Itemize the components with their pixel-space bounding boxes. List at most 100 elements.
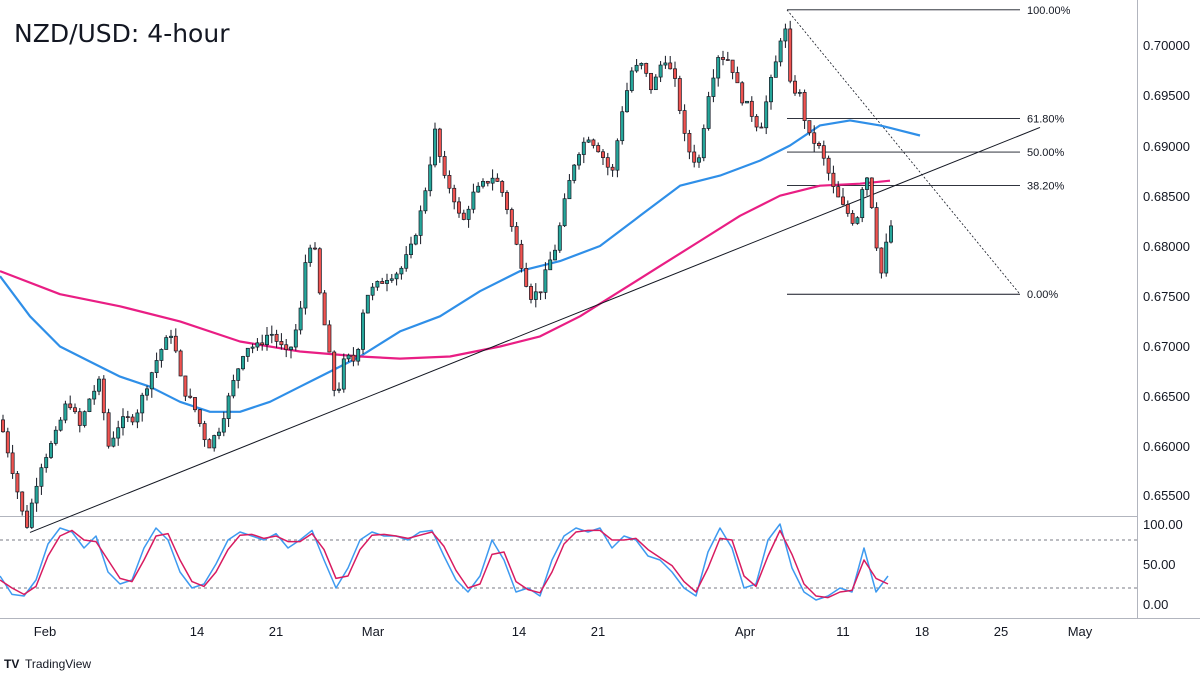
candle (807, 120, 812, 136)
candle-body (740, 82, 745, 104)
candle-body (759, 126, 764, 129)
candle-body (596, 145, 601, 153)
candle (533, 283, 538, 308)
candle-body (341, 358, 346, 390)
candle (605, 152, 610, 176)
candle-body (58, 419, 63, 431)
candle (519, 239, 524, 273)
candle-body (361, 312, 365, 350)
stochastic-oscillator (0, 523, 1137, 601)
candle (413, 233, 418, 246)
price-tick-label: 0.69000 (1143, 139, 1190, 154)
candle (178, 349, 183, 377)
candle (764, 95, 769, 135)
candle-body (63, 403, 68, 421)
candle-body (533, 291, 538, 300)
candle (73, 403, 77, 414)
candle (442, 150, 447, 179)
candle-body (836, 186, 841, 198)
candle (452, 184, 457, 210)
time-tick-label: 25 (994, 624, 1008, 639)
candle-body (125, 416, 130, 418)
candle-body (663, 62, 668, 66)
fibonacci-retracement[interactable]: 100.00% 61.80% 50.00% 38.20% 0.00% (786, 5, 1071, 301)
candle-body (25, 510, 29, 528)
candle (845, 200, 850, 217)
price-axis[interactable]: 0.70000 0.69500 0.69000 0.68500 0.68000 0.675… (1143, 38, 1190, 612)
candle (817, 141, 821, 149)
candle-body (773, 61, 778, 78)
candle-body (514, 226, 519, 245)
candle-body (865, 177, 869, 190)
candle (634, 59, 639, 73)
ascending-trendline[interactable] (29, 126, 1041, 533)
candle-body (135, 412, 140, 423)
candle (173, 328, 178, 354)
candle-body (413, 235, 418, 245)
candle (629, 67, 634, 93)
trendline-layer[interactable] (29, 126, 1041, 533)
candle-body (778, 40, 783, 63)
candle (322, 290, 327, 326)
candle (125, 410, 130, 423)
candle (879, 247, 884, 279)
candle (298, 300, 303, 335)
candle-body (764, 101, 769, 129)
time-tick-label: 11 (836, 624, 850, 639)
candle-body (649, 72, 653, 91)
candle-body (169, 335, 173, 338)
oscillator-tick-label: 50.00 (1143, 557, 1176, 572)
candle-body (797, 92, 802, 94)
candle (106, 408, 111, 449)
candle (749, 96, 754, 122)
candle-body (241, 356, 245, 370)
candle (658, 61, 663, 83)
candle-body (351, 354, 356, 362)
candle-body (394, 273, 399, 280)
candle (226, 392, 231, 428)
price-tick-label: 0.65500 (1143, 488, 1190, 503)
tradingview-logo-icon: TV (4, 657, 19, 671)
time-tick-label: May (1068, 624, 1093, 639)
candle (149, 371, 154, 398)
candle-body (39, 467, 44, 487)
candle (97, 376, 101, 396)
candle-body (260, 342, 265, 346)
candle-body (591, 139, 596, 146)
price-tick-label: 0.68500 (1143, 189, 1190, 204)
moving-averages (0, 119, 921, 413)
candle-body (509, 209, 514, 227)
candle (380, 277, 385, 284)
candle (193, 396, 197, 413)
time-axis[interactable]: Feb 14 21 Mar 14 21 Apr 11 18 25 May (34, 624, 1093, 639)
candle (821, 140, 826, 166)
candle (154, 352, 159, 378)
candle-body (303, 262, 308, 309)
candle (341, 353, 346, 393)
candle-body (101, 378, 106, 414)
tradingview-logo[interactable]: TV TradingView (4, 657, 91, 671)
candle (759, 122, 764, 129)
candle (361, 309, 365, 354)
ma-fast-line (0, 119, 921, 413)
candle-body (754, 116, 759, 128)
candle-body (505, 192, 509, 210)
candle (716, 55, 721, 87)
candle-body (289, 346, 293, 350)
candle (596, 142, 601, 153)
candle (850, 210, 855, 226)
candle (399, 266, 404, 280)
candle-body (428, 164, 433, 192)
candle-body (236, 368, 241, 381)
candle (884, 233, 889, 277)
candle-body (783, 28, 788, 42)
oscillator-tick-label: 0.00 (1143, 597, 1168, 612)
candle-body (418, 210, 423, 236)
candle (663, 55, 668, 69)
candle-body (869, 177, 874, 208)
candle (29, 498, 34, 529)
candle (111, 431, 116, 448)
candle-body (620, 111, 625, 142)
candle (34, 477, 39, 512)
